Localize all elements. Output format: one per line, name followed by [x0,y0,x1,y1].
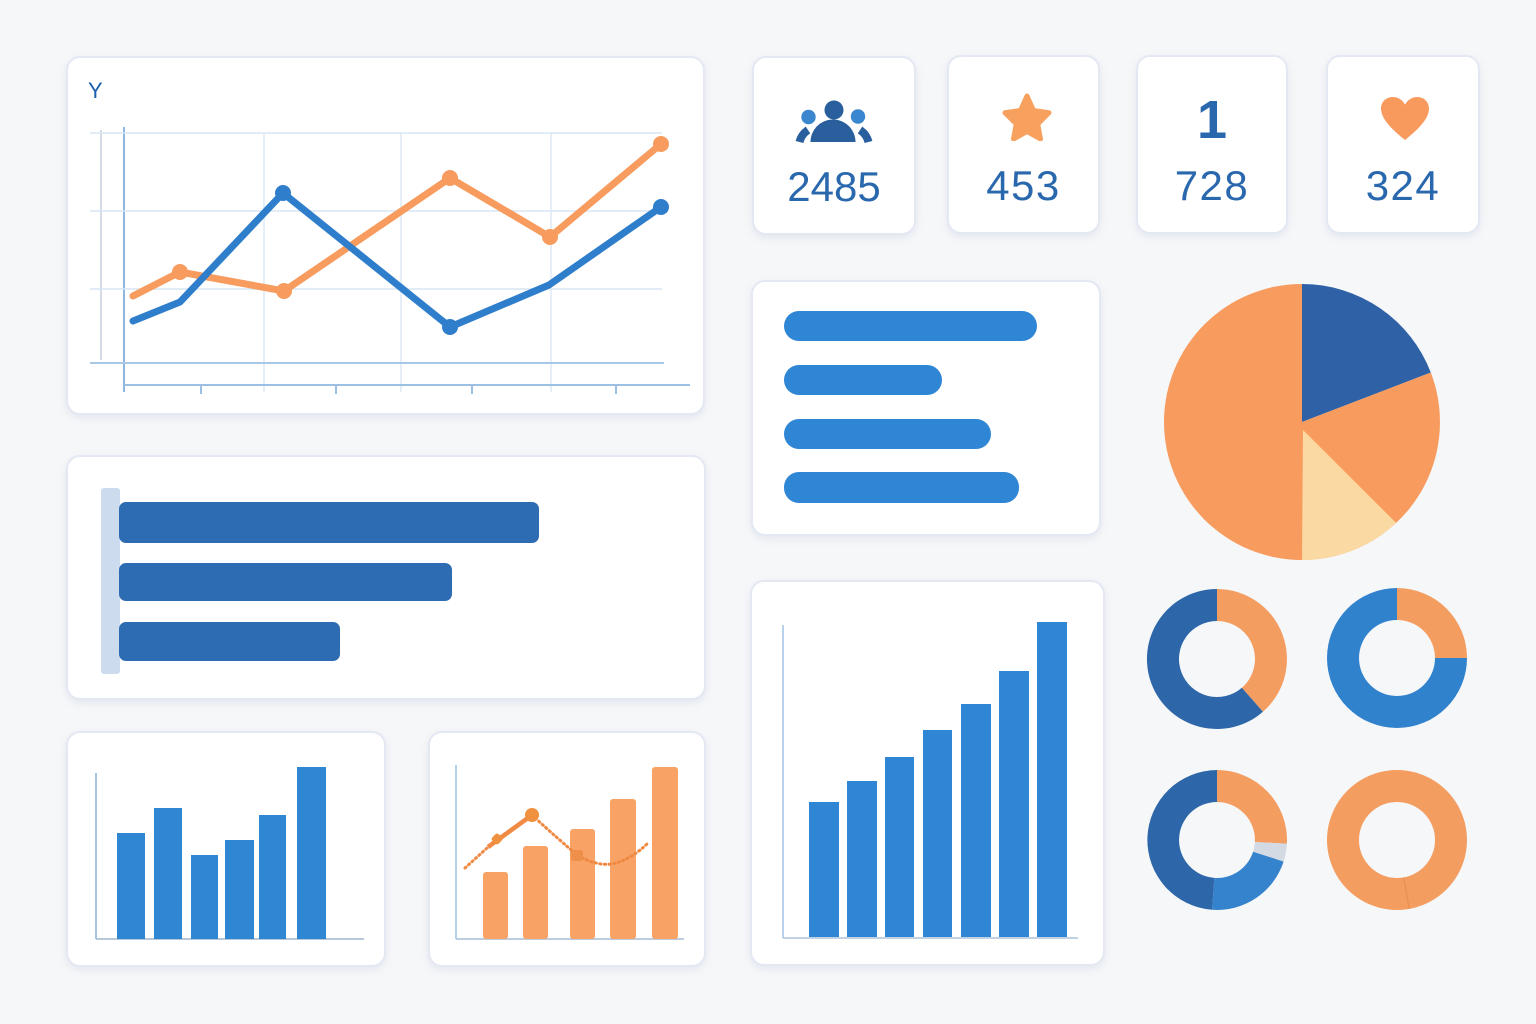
svg-text:Y: Y [88,78,103,103]
